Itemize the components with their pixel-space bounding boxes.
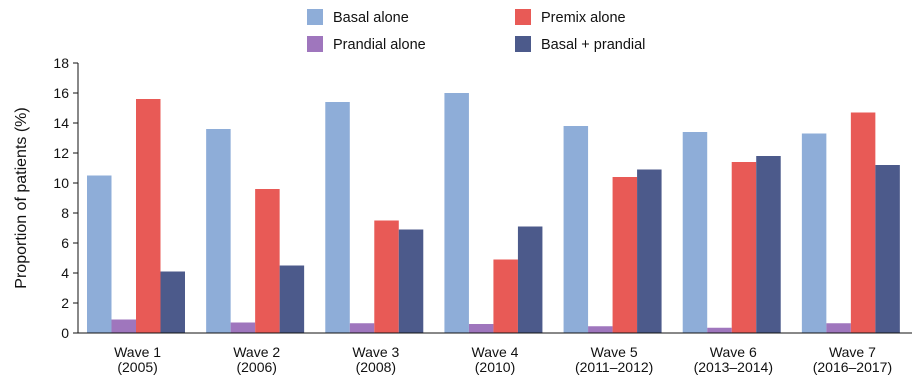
legend-label: Prandial alone [333, 37, 426, 53]
y-axis-title: Proportion of patients (%) [13, 107, 30, 288]
legend-swatch [515, 9, 531, 25]
legend-swatch [515, 36, 531, 52]
x-tick-label: Wave 1 [114, 344, 161, 360]
y-tick-label: 8 [61, 205, 69, 221]
bar [374, 220, 399, 333]
x-tick-label: Wave 3 [352, 344, 399, 360]
y-tick-label: 6 [61, 235, 69, 251]
y-tick-label: 16 [53, 85, 69, 101]
bar [682, 132, 708, 333]
legend-label: Basal + prandial [541, 37, 645, 53]
bar [349, 323, 375, 333]
legend-swatch [307, 9, 323, 25]
bar [444, 93, 469, 333]
legend-label: Premix alone [541, 10, 626, 26]
legend: Basal alone Prandial alone Premix alone Bas… [307, 9, 645, 53]
x-tick-label: (2005) [117, 359, 157, 375]
bar [206, 129, 231, 333]
bar [850, 112, 876, 333]
bar [826, 323, 851, 333]
x-axis: Wave 1(2005) Wave 2(2006) Wave 3(2008) Wave… [78, 332, 912, 375]
x-tick-label: Wave 4 [472, 344, 519, 360]
bar [875, 165, 900, 333]
bar [136, 99, 161, 333]
y-tick-label: 18 [53, 55, 69, 71]
x-tick-label: Wave 5 [591, 344, 638, 360]
x-tick-label: Wave 6 [710, 344, 757, 360]
bar [756, 156, 781, 333]
bar [801, 133, 827, 333]
y-tick-label: 10 [53, 175, 69, 191]
bar [398, 229, 424, 333]
x-tick-label: (2013–2014) [694, 359, 773, 375]
x-tick-label: (2011–2012) [575, 359, 653, 375]
legend-swatch [307, 36, 323, 52]
y-axis: 0 2 4 6 8 10 12 14 16 18 [53, 55, 79, 341]
bar [707, 327, 732, 333]
y-tick-label: 12 [53, 145, 69, 161]
bar [493, 259, 518, 333]
bar [563, 126, 589, 333]
y-tick-label: 4 [61, 265, 69, 281]
bar [160, 271, 185, 333]
bar [230, 322, 256, 333]
bar [517, 226, 543, 333]
x-tick-label: Wave 7 [829, 344, 876, 360]
x-tick-label: Wave 2 [233, 344, 280, 360]
x-tick-label: (2008) [356, 359, 396, 375]
x-tick-label: (2010) [475, 359, 515, 375]
bar [111, 319, 136, 333]
bar [279, 265, 305, 333]
bar [255, 189, 280, 333]
y-tick-label: 0 [61, 325, 69, 341]
bar [637, 169, 662, 333]
bar [588, 326, 613, 333]
bar [87, 175, 112, 333]
legend-label: Basal alone [333, 10, 409, 26]
y-tick-label: 2 [61, 295, 69, 311]
bars [87, 93, 900, 333]
bar [612, 177, 638, 333]
x-tick-label: (2006) [236, 359, 276, 375]
bar [731, 162, 757, 333]
bar [325, 102, 350, 333]
x-tick-label: (2016–2017) [813, 359, 892, 375]
y-tick-label: 14 [53, 115, 69, 131]
bar [468, 324, 494, 333]
